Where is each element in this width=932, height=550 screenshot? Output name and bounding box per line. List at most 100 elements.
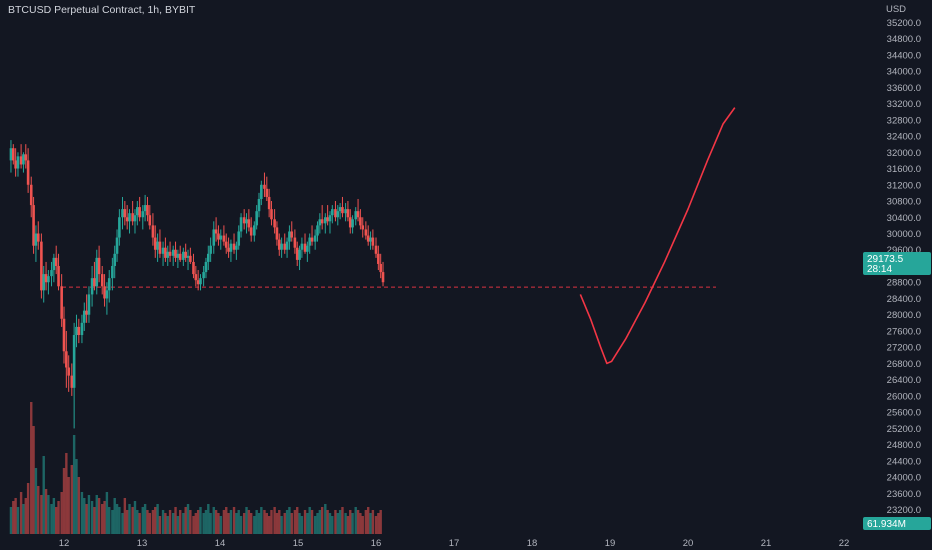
volume-bar xyxy=(285,510,289,534)
volume-bar xyxy=(60,492,63,534)
volume-bar xyxy=(50,504,53,534)
candle-body xyxy=(168,251,172,256)
volume-bar xyxy=(138,513,141,534)
volume-bar xyxy=(338,510,342,534)
price-tick-label: 30800.0 xyxy=(887,197,921,208)
time-tick-label: 14 xyxy=(215,538,226,549)
volume-bar xyxy=(267,516,271,534)
candle-body xyxy=(295,247,299,260)
volume-bar xyxy=(255,510,258,534)
candle-body xyxy=(57,265,60,287)
candle-body xyxy=(174,249,177,258)
candle-body xyxy=(50,270,53,277)
volume-bar xyxy=(306,513,309,534)
volume-bar xyxy=(219,516,222,534)
volume-bar xyxy=(346,516,350,534)
volume-bar xyxy=(364,510,368,534)
candle-body xyxy=(235,245,238,250)
candle-body xyxy=(9,148,13,161)
candle-body xyxy=(52,257,56,271)
candle-body xyxy=(334,209,337,218)
candle-body xyxy=(267,196,271,210)
volume-bar xyxy=(265,513,268,534)
candle-body xyxy=(148,215,152,226)
projection-curve xyxy=(579,107,736,365)
chart-title: BTCUSD Perpetual Contract, 1h, BYBIT xyxy=(8,4,196,16)
candle-body xyxy=(253,225,256,236)
candle-body xyxy=(186,255,190,258)
volume-bar xyxy=(217,513,220,534)
volume-bar xyxy=(290,513,293,534)
volume-bar xyxy=(298,513,301,534)
price-tick-label: 24400.0 xyxy=(887,456,921,467)
volume-bar xyxy=(55,507,58,534)
volume-bar xyxy=(359,513,362,534)
candle-body xyxy=(14,160,17,169)
currency-label: USD xyxy=(886,4,906,15)
candle-body xyxy=(265,188,269,197)
volume-bar xyxy=(326,510,329,534)
candle-body xyxy=(90,278,94,295)
volume-bar xyxy=(158,516,162,534)
volume-bar xyxy=(14,498,17,534)
price-tick-label: 32000.0 xyxy=(887,148,921,159)
volume-bar xyxy=(143,504,147,534)
candle-body xyxy=(348,217,352,228)
candle-body xyxy=(303,243,307,252)
candle-body xyxy=(80,322,84,336)
volume-bar xyxy=(133,501,137,534)
volume-bar xyxy=(16,507,20,534)
candle-body xyxy=(245,219,248,224)
candle-body xyxy=(36,233,40,242)
time-axis[interactable]: 12 13 14 15 16 17 18 19 20 21 22 xyxy=(0,534,932,550)
candle-body xyxy=(212,229,216,246)
volume-bar xyxy=(196,510,200,534)
volume-bar xyxy=(154,507,157,534)
volume-bar xyxy=(95,495,98,534)
volume-bar xyxy=(111,510,114,534)
candle-body xyxy=(346,209,350,218)
volume-bar xyxy=(164,513,167,534)
volume-bar xyxy=(227,513,230,534)
volume-bar xyxy=(37,486,40,534)
candle-body xyxy=(156,241,159,250)
candle-body xyxy=(341,207,344,214)
candle-body xyxy=(344,209,347,214)
volume-bar xyxy=(168,510,172,534)
candle-body xyxy=(77,326,81,336)
candle-body xyxy=(178,253,182,260)
volume-bar xyxy=(148,513,151,534)
volume-bar xyxy=(128,504,131,534)
candle-body xyxy=(171,249,175,256)
volume-bar xyxy=(80,492,84,534)
candle-body xyxy=(115,237,119,254)
volume-layer xyxy=(9,402,382,534)
candle-body xyxy=(192,261,195,275)
candle-body xyxy=(371,237,375,246)
volume-bar xyxy=(179,510,182,534)
candle-body xyxy=(70,375,74,388)
candle-body xyxy=(374,245,378,254)
candle-body xyxy=(308,237,311,246)
candle-body xyxy=(229,243,233,252)
volume-bar xyxy=(283,513,286,534)
candle-body xyxy=(111,265,114,279)
candle-body xyxy=(204,261,208,273)
volume-bar xyxy=(293,510,297,534)
volume-bar xyxy=(87,495,91,534)
volume-bar xyxy=(371,510,375,534)
candle-body xyxy=(72,335,76,388)
volume-bar xyxy=(318,510,322,534)
volume-bar xyxy=(288,507,291,534)
volume-bar xyxy=(101,504,104,534)
candle-body xyxy=(75,326,78,336)
volume-bar xyxy=(115,504,119,534)
volume-bar xyxy=(186,504,190,534)
volume-bar xyxy=(253,516,256,534)
price-tick-label: 34000.0 xyxy=(887,67,921,78)
volume-bar xyxy=(24,498,27,534)
price-tick-label: 27200.0 xyxy=(887,343,921,354)
candle-body xyxy=(105,290,109,299)
candle-body xyxy=(369,237,372,242)
